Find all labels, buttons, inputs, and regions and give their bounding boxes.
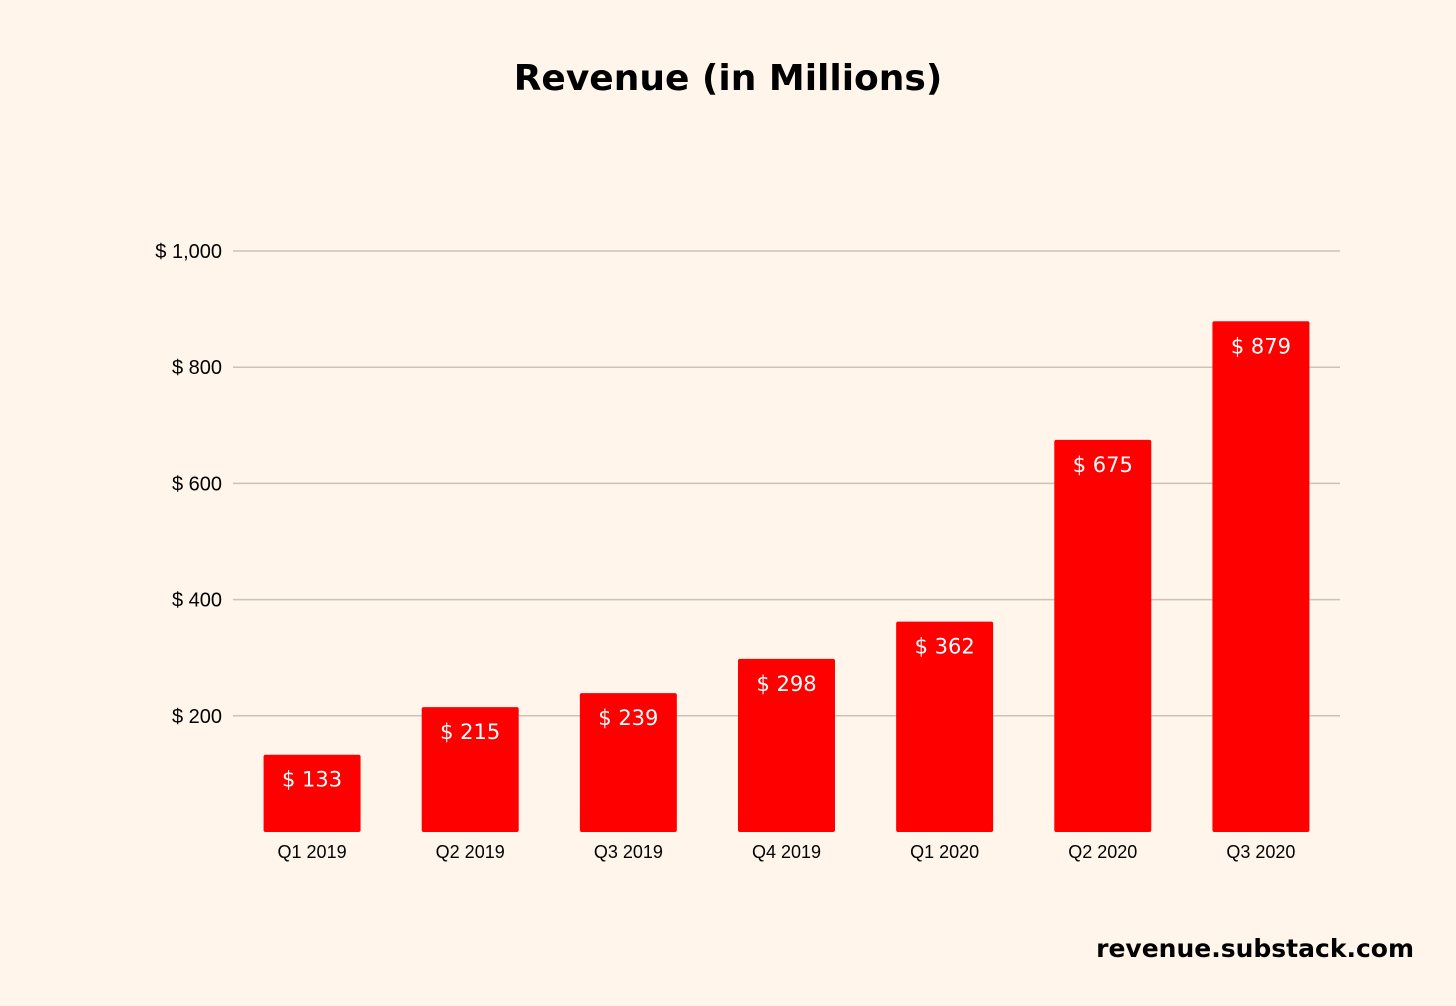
x-tick-label: Q2 2019 [436,842,505,862]
x-tick-label: Q2 2020 [1068,842,1137,862]
bar [1212,321,1310,832]
data-label: $ 879 [1231,334,1291,358]
x-tick-label: Q1 2020 [910,842,979,862]
data-label: $ 362 [915,635,975,659]
data-labels: $ 133 $ 215 $ 239 $ 298 $ 362 $ 675 $ 879 [282,334,1291,791]
site-watermark: revenue.substack.com [1096,934,1414,963]
bar [579,693,677,832]
gridlines [233,250,1340,717]
bar [1054,439,1152,832]
x-tick-label: Q3 2019 [594,842,663,862]
data-label: $ 675 [1073,453,1133,477]
x-tick-label: Q4 2019 [752,842,821,862]
data-label: $ 215 [440,720,500,744]
x-tick-label: Q1 2019 [278,842,347,862]
x-tick-label: Q3 2020 [1226,842,1295,862]
data-label: $ 239 [598,706,658,730]
bar [263,754,361,832]
bar [738,658,835,832]
bars [263,321,1310,832]
x-axis-ticks: Q1 2019 Q2 2019 Q3 2019 Q4 2019 Q1 2020 Q2 20… [278,842,1296,862]
data-label: $ 133 [282,768,342,792]
y-tick-label: $ 400 [172,590,222,612]
y-tick-label: $ 1,000 [155,241,222,263]
y-tick-label: $ 200 [172,706,222,728]
y-tick-label: $ 800 [172,357,222,379]
bar [896,621,994,832]
data-label: $ 298 [756,672,816,696]
chart-title: Revenue (in Millions) [513,58,943,99]
bar [421,707,519,832]
y-tick-label: $ 600 [172,473,222,495]
y-axis-ticks: $ 200 $ 400 $ 600 $ 800 $ 1,000 [155,241,222,728]
